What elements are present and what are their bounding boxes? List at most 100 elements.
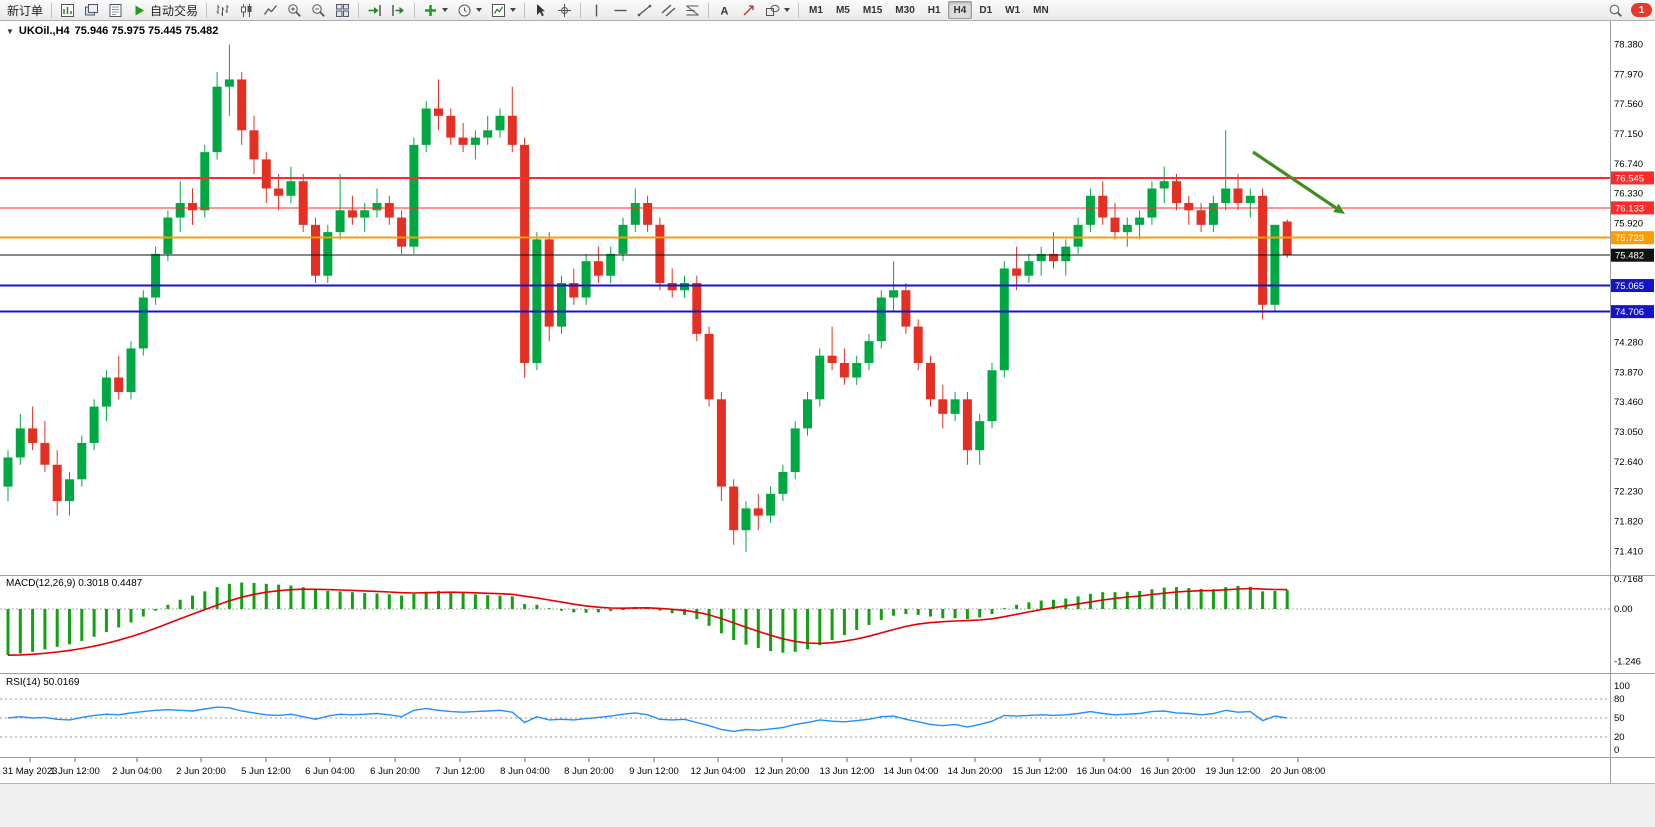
- trend-arrow-line[interactable]: [1252, 150, 1337, 210]
- timeframe-button-W1[interactable]: W1: [1005, 4, 1021, 16]
- timeframe-button-H4[interactable]: H4: [947, 1, 973, 19]
- timeframe-button-M15[interactable]: M15: [862, 4, 883, 16]
- price-tick-label: 78.380: [1614, 40, 1643, 51]
- timeframe-button-M5[interactable]: M5: [835, 4, 850, 16]
- data-window-button[interactable]: [104, 0, 127, 20]
- auto-scroll-button[interactable]: [363, 0, 386, 20]
- candle-body: [77, 442, 87, 480]
- profiles-button[interactable]: [80, 0, 103, 20]
- timeframe-button-MN[interactable]: MN: [1033, 4, 1049, 16]
- macd-bar: [793, 609, 797, 652]
- candle-body: [1270, 224, 1280, 305]
- macd-bar: [289, 585, 293, 609]
- fibonacci-tool-button[interactable]: [681, 0, 704, 20]
- candle-body: [1147, 188, 1157, 218]
- macd-bar: [719, 609, 723, 634]
- macd-bar: [227, 583, 231, 609]
- indicators-button[interactable]: [419, 0, 452, 20]
- macd-bar: [141, 609, 145, 617]
- macd-bar: [129, 609, 133, 623]
- price-tag: [1611, 279, 1654, 293]
- macd-signal-line: [7, 587, 1288, 656]
- price-tick-label: 76.330: [1614, 189, 1643, 200]
- candle-body: [298, 181, 308, 225]
- zoom-in-icon: [288, 3, 301, 17]
- timeframe-button-M1[interactable]: M1: [809, 4, 823, 16]
- timeframe-button-H1[interactable]: H1: [927, 4, 941, 16]
- bottom-strip: [0, 783, 1655, 827]
- autotrading-button[interactable]: 自动交易: [128, 0, 202, 20]
- macd-bar: [1027, 602, 1031, 609]
- arrows-tool-button[interactable]: [737, 0, 760, 20]
- crosshair-tool-button[interactable]: [553, 0, 576, 20]
- price-tag-label: 76.133: [1615, 203, 1644, 214]
- line-chart-mode-button[interactable]: [259, 0, 282, 20]
- timeframe-button-D1[interactable]: D1: [979, 4, 993, 16]
- candle-body: [1245, 195, 1255, 204]
- vertical-line-icon: [595, 4, 598, 16]
- shapes-tool-button[interactable]: [761, 0, 794, 20]
- notification-count: 1: [1638, 4, 1645, 16]
- price-tick-label: 71.820: [1614, 516, 1643, 527]
- time-label: 9 Jun 12:00: [629, 766, 679, 777]
- macd-bar: [277, 584, 281, 609]
- tile-windows-button[interactable]: [331, 0, 354, 20]
- candle-body: [384, 203, 394, 218]
- candle-body: [803, 399, 812, 429]
- candle-body: [852, 362, 862, 378]
- time-label: 2 Jun 20:00: [176, 766, 226, 777]
- tile-windows-icon: [336, 3, 350, 17]
- macd-bar: [1285, 590, 1289, 609]
- zoom-in-button[interactable]: [283, 0, 306, 20]
- macd-bar: [375, 593, 379, 609]
- macd-bar: [978, 609, 982, 618]
- candle-body: [741, 508, 751, 531]
- search-button[interactable]: [1604, 0, 1627, 20]
- fibonacci-icon: [686, 5, 699, 15]
- macd-bar: [1224, 587, 1228, 609]
- candle-body: [286, 181, 296, 196]
- macd-tick-label: 0.7168: [1614, 574, 1643, 585]
- price-tick-label: 73.460: [1614, 397, 1643, 408]
- bar-chart-mode-button[interactable]: [211, 0, 234, 20]
- candle-body: [1221, 188, 1231, 204]
- candle-body: [999, 268, 1009, 371]
- macd-bar: [572, 609, 576, 613]
- macd-bar: [1162, 587, 1166, 609]
- channel-tool-button[interactable]: [657, 0, 680, 20]
- candle-body: [778, 472, 788, 494]
- trend-arrow-head-icon: [1333, 203, 1345, 214]
- macd-bar: [806, 609, 809, 650]
- macd-bar: [154, 609, 158, 611]
- timeframe-button-M30[interactable]: M30: [895, 4, 915, 16]
- vertical-line-tool-button[interactable]: [585, 0, 608, 20]
- chart-canvas[interactable]: 78.380 77.970 77.560 77.150 76.740 76.330 75.9…: [0, 21, 1655, 827]
- price-tick-label: 74.280: [1614, 338, 1643, 349]
- template-icon: [492, 3, 506, 17]
- chart-shift-button[interactable]: [387, 0, 410, 20]
- candle-body: [1036, 253, 1046, 262]
- candlestick-mode-button[interactable]: [235, 0, 258, 20]
- time-label: 13 Jun 12:00: [820, 766, 875, 777]
- new-chart-button[interactable]: [56, 0, 79, 20]
- trendline-tool-button[interactable]: [633, 0, 656, 20]
- notification-badge[interactable]: 1: [1631, 3, 1652, 17]
- macd-bar: [1261, 591, 1265, 609]
- macd-bar: [683, 609, 686, 615]
- horizontal-line-tool-button[interactable]: [609, 0, 632, 20]
- macd-bar: [117, 609, 121, 628]
- candle-body: [532, 239, 542, 363]
- separator: [51, 2, 53, 18]
- periods-button[interactable]: [453, 0, 486, 20]
- new-order-label: 新订单: [7, 3, 44, 18]
- macd-bar: [769, 609, 773, 651]
- separator: [414, 2, 416, 18]
- new-order-button[interactable]: 新订单: [3, 0, 47, 20]
- cursor-tool-button[interactable]: [529, 0, 552, 20]
- text-tool-button[interactable]: A: [713, 0, 736, 20]
- time-label: 12 Jun 20:00: [755, 766, 810, 777]
- expander-icon[interactable]: ▼: [6, 26, 14, 36]
- zoom-out-button[interactable]: [307, 0, 330, 20]
- candle-body: [1172, 181, 1181, 204]
- templates-button[interactable]: [487, 0, 520, 20]
